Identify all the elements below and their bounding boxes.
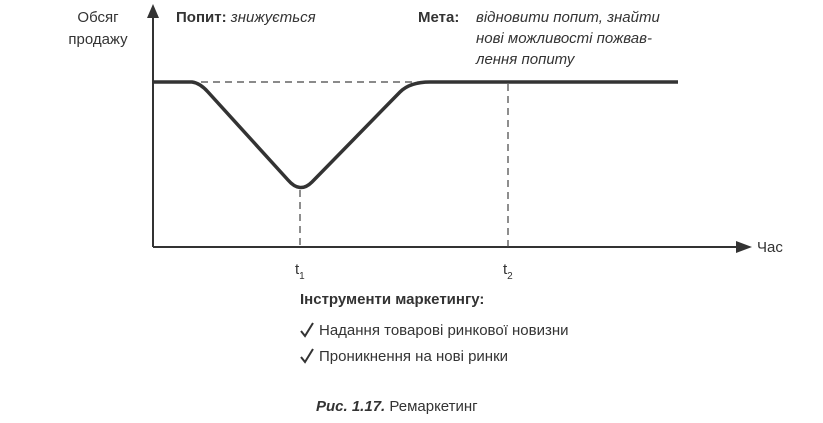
time-symbol: t xyxy=(503,261,508,278)
goal-label: Мета: xyxy=(418,9,459,26)
demand-label: Попит: xyxy=(176,9,227,26)
tools-title: Інструменти маркетингу: xyxy=(300,291,484,308)
goal-line: відновити попит, знайти xyxy=(476,9,660,26)
time-index: 1 xyxy=(299,271,305,282)
time-mark: t2 xyxy=(503,261,513,282)
check-icon xyxy=(300,322,314,338)
tool-item: Проникнення на нові ринки xyxy=(319,348,508,365)
check-icon xyxy=(300,348,314,364)
x-arrow xyxy=(736,241,752,253)
x-axis-label: Час xyxy=(757,239,783,256)
time-mark: t1 xyxy=(295,261,305,282)
demand-text: знижується xyxy=(230,9,316,26)
tool-item: Надання товарові ринкової новизни xyxy=(319,322,569,339)
demand: Попит: знижується xyxy=(176,9,316,26)
goal-line: лення попиту xyxy=(475,51,576,68)
caption-number: Рис. 1.17. xyxy=(316,398,385,415)
time-symbol: t xyxy=(295,261,300,278)
y-axis-label: продажу xyxy=(68,31,128,48)
caption: Рис. 1.17. Ремаркетинг xyxy=(316,398,478,415)
y-axis-label: Обсяг xyxy=(77,9,119,26)
goal-line: нові можливості пожвав- xyxy=(476,30,652,47)
sales-curve xyxy=(153,80,678,190)
time-index: 2 xyxy=(507,271,513,282)
y-arrow xyxy=(147,4,159,18)
caption-text: Ремаркетинг xyxy=(389,398,478,415)
